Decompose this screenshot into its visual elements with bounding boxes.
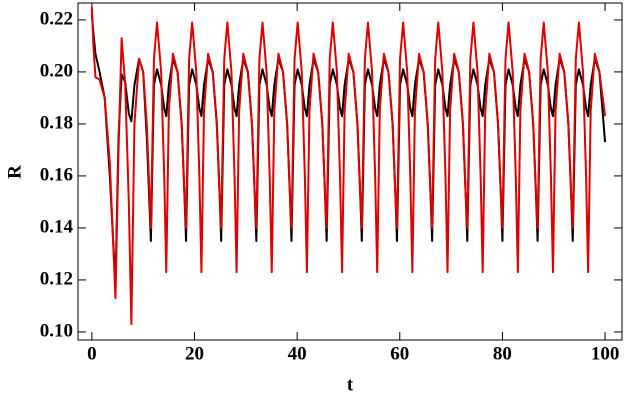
y-tick-label: 0.12 [40,268,73,289]
y-tick-label: 0.20 [40,60,73,81]
x-axis-label: t [347,374,354,395]
data-line [90,6,607,326]
x-tick-label: 100 [591,343,620,364]
y-axis-label: R [4,165,25,179]
y-tick-label: 0.18 [40,112,73,133]
x-tick-label: 0 [87,343,97,364]
x-tick-label: 60 [390,343,409,364]
y-tick-label: 0.10 [40,320,73,341]
frame [77,2,623,341]
y-tick-label: 0.14 [40,216,74,237]
x-tick-label: 80 [493,343,512,364]
y-tick-label: 0.16 [40,164,73,185]
x-tick-label: 40 [288,343,307,364]
y-tick-label: 0.22 [40,8,73,29]
x-tick-label: 20 [185,343,204,364]
